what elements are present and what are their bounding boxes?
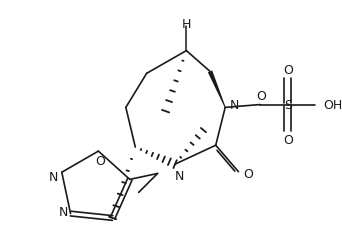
Text: H: H (182, 18, 191, 30)
Text: O: O (95, 154, 105, 167)
Polygon shape (208, 71, 226, 108)
Text: N: N (175, 169, 184, 182)
Text: O: O (284, 134, 293, 146)
Text: S: S (284, 99, 292, 112)
Text: O: O (256, 89, 266, 102)
Text: O: O (284, 64, 293, 77)
Text: N: N (49, 170, 58, 183)
Text: N: N (58, 205, 68, 218)
Text: O: O (243, 167, 253, 180)
Text: OH: OH (324, 99, 342, 112)
Text: N: N (230, 99, 239, 112)
